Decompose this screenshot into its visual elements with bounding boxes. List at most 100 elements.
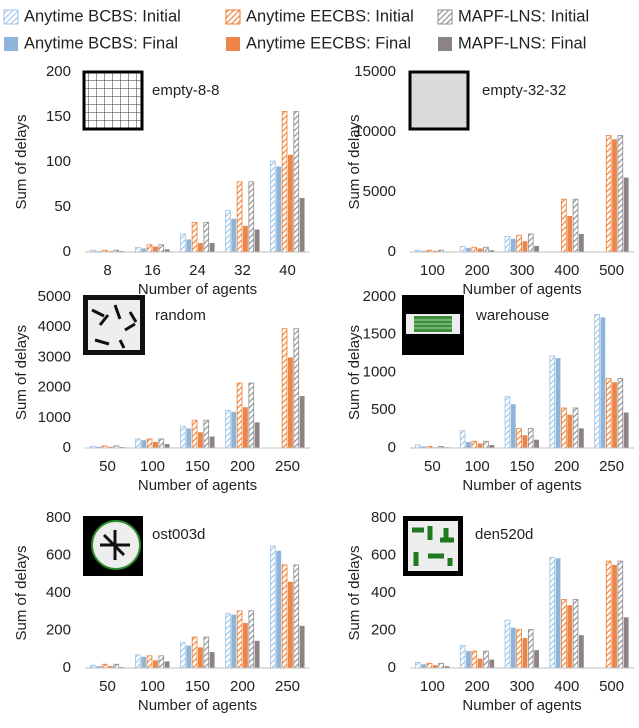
bar — [276, 167, 281, 253]
bar — [165, 661, 170, 668]
y-tick-label: 600 — [371, 546, 396, 563]
bar — [556, 558, 561, 668]
bar — [466, 442, 471, 448]
y-axis-label: Sum of delays — [346, 545, 363, 640]
bar — [573, 408, 578, 448]
bar — [249, 611, 254, 668]
bar — [180, 234, 185, 252]
legend-swatch — [438, 10, 452, 24]
bar — [489, 660, 494, 668]
bar — [288, 582, 293, 668]
x-tick-label: 150 — [185, 458, 210, 475]
bar — [255, 230, 260, 253]
bar — [523, 241, 528, 252]
bar — [478, 248, 483, 252]
y-tick-label: 150 — [46, 108, 71, 125]
x-tick-label: 24 — [189, 262, 206, 279]
bar — [561, 199, 566, 252]
bar — [528, 234, 533, 252]
bar — [534, 650, 539, 668]
x-tick-label: 100 — [420, 678, 445, 695]
bar — [180, 643, 185, 668]
bar — [478, 443, 483, 448]
bar — [186, 239, 191, 252]
bar — [517, 630, 522, 668]
y-tick-label: 0 — [388, 659, 396, 676]
y-tick-label: 100 — [46, 153, 71, 170]
bar — [282, 112, 287, 252]
bar — [249, 383, 254, 448]
bar — [276, 551, 281, 668]
legend-swatch — [4, 37, 18, 51]
bar — [478, 659, 483, 668]
figure: Anytime BCBS: InitialAnytime BCBS: Final… — [0, 0, 639, 723]
y-tick-label: 5000 — [38, 288, 71, 305]
bar — [288, 155, 293, 252]
x-tick-label: 300 — [509, 262, 534, 279]
y-axis-label: Sum of delays — [13, 545, 30, 640]
bar — [288, 357, 293, 448]
bar — [198, 647, 203, 668]
bar — [231, 412, 236, 448]
bar — [517, 428, 522, 448]
map-empty-32-32 — [410, 72, 468, 129]
map-empty-8-8 — [84, 72, 142, 129]
bar — [270, 546, 275, 668]
bar — [180, 426, 185, 448]
y-tick-label: 5000 — [363, 183, 396, 200]
legend-swatch — [4, 10, 18, 24]
bar — [231, 219, 236, 252]
y-tick-label: 500 — [371, 401, 396, 418]
y-tick-label: 200 — [46, 63, 71, 80]
bar — [460, 646, 465, 669]
bar — [300, 198, 305, 252]
bar — [198, 243, 203, 252]
bar — [210, 437, 215, 448]
y-tick-label: 3000 — [38, 348, 71, 365]
y-tick-label: 0 — [388, 243, 396, 260]
bar — [618, 561, 623, 668]
y-axis-label: Sum of delays — [13, 114, 30, 209]
bar — [528, 428, 533, 448]
x-tick-label: 50 — [99, 678, 116, 695]
bar — [255, 422, 260, 448]
bar — [460, 431, 465, 448]
y-tick-label: 2000 — [38, 379, 71, 396]
x-axis-label: Number of agents — [462, 281, 581, 298]
bar — [225, 211, 230, 252]
bar — [147, 439, 152, 448]
legend-label: Anytime BCBS: Final — [24, 34, 178, 52]
bar — [141, 248, 146, 252]
y-tick-label: 400 — [46, 584, 71, 601]
bar — [159, 439, 164, 448]
bar — [294, 329, 299, 448]
bar — [135, 655, 140, 668]
x-tick-label: 250 — [599, 458, 624, 475]
bar — [573, 600, 578, 668]
y-tick-label: 400 — [371, 584, 396, 601]
bar — [300, 396, 305, 448]
bar — [427, 663, 432, 668]
x-axis-label: Number of agents — [138, 697, 257, 714]
chart-title: empty-8-8 — [152, 82, 220, 99]
bar — [567, 216, 572, 252]
y-tick-label: 1000 — [363, 363, 396, 380]
x-axis-label: Number of agents — [138, 281, 257, 298]
bar — [595, 314, 600, 448]
bar — [561, 408, 566, 448]
legend-swatch — [226, 10, 240, 24]
y-tick-label: 0 — [63, 659, 71, 676]
bar — [159, 245, 164, 252]
y-tick-label: 0 — [63, 439, 71, 456]
bar — [484, 441, 489, 448]
bar — [466, 651, 471, 668]
bar — [511, 628, 516, 668]
bar — [255, 641, 260, 668]
x-tick-label: 400 — [554, 678, 579, 695]
bar — [204, 420, 209, 448]
bar — [294, 112, 299, 252]
x-tick-label: 300 — [509, 678, 534, 695]
chart-title: empty-32-32 — [482, 82, 566, 99]
x-tick-label: 400 — [554, 262, 579, 279]
bar — [505, 397, 510, 448]
